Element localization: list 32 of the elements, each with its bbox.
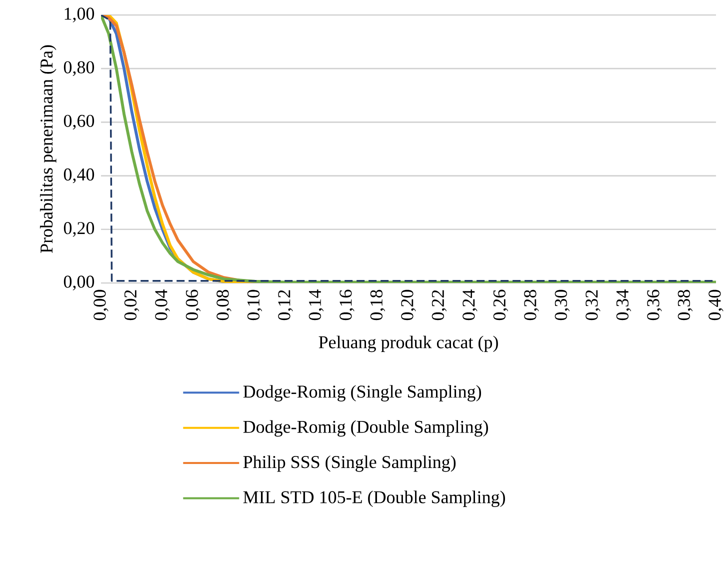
x-tick-label: 0,24 [462, 290, 478, 320]
y-axis-title: Probabilitas penerimaan (Pa) [40, 45, 56, 253]
x-tick-label: 0,20 [401, 290, 416, 320]
x-tick-label: 0,14 [308, 290, 324, 320]
x-tick-label: 0,32 [586, 290, 600, 320]
x-tick-label: 0,18 [370, 290, 386, 320]
x-tick-label: 0,30 [554, 290, 570, 320]
y-tick-label: 0,20 [64, 222, 94, 237]
legend-label: Dodge-Romig (Double Sampling) [243, 420, 488, 437]
x-tick-label: 0,12 [278, 290, 293, 320]
y-tick-label: 0,80 [64, 61, 94, 76]
x-tick-label: 0,40 [708, 290, 724, 320]
x-tick-label: 0,04 [155, 290, 170, 320]
y-tick-label: 0,00 [64, 276, 94, 290]
x-tick-label: 0,06 [186, 290, 201, 320]
x-tick-label: 0,26 [493, 290, 508, 320]
x-tick-label: 0,16 [340, 290, 354, 320]
x-axis-title: Peluang produk cacat (p) [318, 336, 498, 352]
y-tick-label: 0,40 [64, 168, 94, 184]
y-tick-label: 0,60 [64, 114, 94, 130]
legend-label: Philip SSS (Single Sampling) [243, 455, 456, 472]
x-tick-label: 0,36 [647, 290, 662, 320]
x-tick-label: 0,28 [524, 290, 539, 320]
legend-label: Dodge-Romig (Single Sampling) [243, 385, 482, 402]
y-tick-label: 1,00 [64, 8, 94, 22]
x-tick-label: 0,02 [124, 290, 140, 320]
x-tick-label: 0,38 [678, 290, 693, 320]
legend-label: MIL STD 105-E (Double Sampling) [243, 490, 505, 508]
x-tick-label: 0,34 [616, 290, 632, 320]
x-tick-label: 0,22 [432, 290, 447, 320]
x-tick-label: 0,10 [247, 290, 262, 320]
x-tick-label: 0,08 [216, 290, 232, 320]
